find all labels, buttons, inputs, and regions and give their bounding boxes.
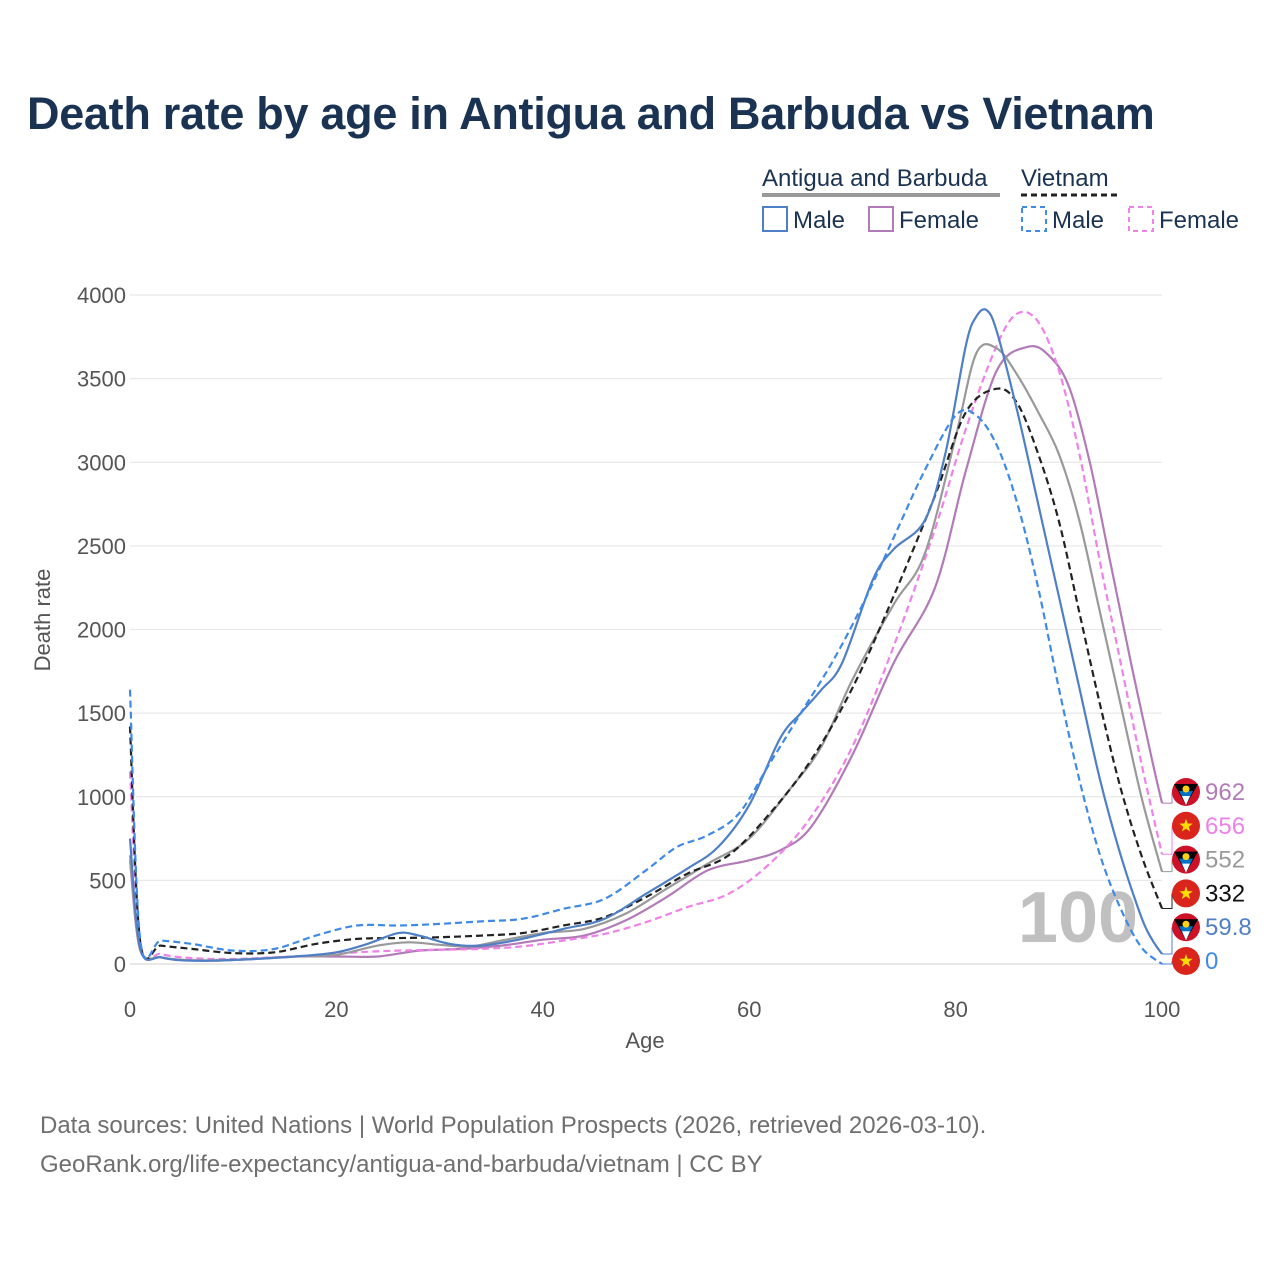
end-label-connector	[1162, 927, 1173, 955]
series-end-labels: 962 656 552 332 59.8 0	[1162, 778, 1252, 975]
x-tick-label: 60	[737, 997, 761, 1022]
end-label-vietnam-male: 0	[1205, 948, 1218, 975]
vietnam-flag-icon	[1172, 811, 1200, 840]
year-watermark: 100	[1018, 878, 1138, 958]
footer-link[interactable]: GeoRank.org/life-expectancy/antigua-and-…	[40, 1151, 763, 1178]
end-label-antigua-and-barbuda-total: 552	[1205, 847, 1245, 874]
legend-label-vietnam-female[interactable]: Female	[1159, 207, 1239, 234]
y-tick-label: 500	[89, 868, 126, 893]
legend-country-vietnam[interactable]: Vietnam	[1021, 165, 1109, 192]
y-tick-label: 4000	[77, 283, 126, 308]
legend-swatch-vietnam-female[interactable]	[1128, 206, 1154, 232]
end-label-vietnam-female: 656	[1205, 813, 1245, 840]
end-label-connector	[1162, 792, 1173, 804]
y-tick-label: 2000	[77, 618, 126, 643]
legend-label-antigua-female[interactable]: Female	[899, 207, 979, 234]
x-tick-label: 20	[324, 997, 348, 1022]
grid-lines	[130, 294, 1162, 965]
end-label-vietnam-total: 332	[1205, 880, 1245, 907]
end-label-antigua-and-barbuda-male: 59.8	[1205, 914, 1252, 941]
footer-sources: Data sources: United Nations | World Pop…	[40, 1112, 987, 1139]
end-label-connector	[1162, 825, 1173, 855]
y-axis-label: Death rate	[30, 569, 55, 672]
y-tick-label: 1000	[77, 785, 126, 810]
series-line-vietnam-male[interactable]	[128, 408, 1163, 965]
vietnam-flag-icon	[1172, 947, 1200, 975]
x-tick-label: 0	[124, 997, 136, 1022]
end-label-connector	[1162, 961, 1173, 965]
y-tick-label: 2500	[77, 534, 126, 559]
legend[interactable]: Antigua and Barbuda Vietnam Male Female …	[762, 165, 1239, 234]
series-line-antigua-and-barbuda-female[interactable]	[128, 345, 1164, 962]
y-axis-ticks: 0 500 1000 1500 2000 2500 3000 3500 4000	[77, 283, 126, 977]
antigua-and-barbuda-flag-icon	[1172, 913, 1200, 942]
series-line-vietnam-total[interactable]	[128, 387, 1164, 961]
series-line-vietnam-female[interactable]	[128, 310, 1164, 961]
x-tick-label: 80	[943, 997, 967, 1022]
legend-swatch-antigua-female[interactable]	[868, 206, 894, 232]
vietnam-flag-icon	[1172, 879, 1200, 908]
x-axis-label: Age	[625, 1028, 664, 1053]
legend-country-antigua[interactable]: Antigua and Barbuda	[762, 165, 988, 192]
x-tick-label: 40	[531, 997, 555, 1022]
x-tick-label: 100	[1144, 997, 1181, 1022]
legend-label-vietnam-male[interactable]: Male	[1052, 207, 1104, 234]
series-line-antigua-and-barbuda-total[interactable]	[128, 343, 1164, 962]
series-line-antigua-and-barbuda-male[interactable]	[128, 308, 1163, 962]
y-tick-label: 0	[114, 952, 126, 977]
end-label-connector	[1162, 859, 1173, 873]
end-label-connector	[1162, 893, 1173, 909]
chart-title: Death rate by age in Antigua and Barbuda…	[27, 88, 1155, 139]
y-tick-label: 3500	[77, 367, 126, 392]
legend-swatch-antigua-male[interactable]	[762, 206, 788, 232]
x-axis-ticks: 0 20 40 60 80 100	[124, 997, 1180, 1022]
y-tick-label: 1500	[77, 701, 126, 726]
legend-swatch-vietnam-male[interactable]	[1021, 206, 1047, 232]
footer: Data sources: United Nations | World Pop…	[40, 1106, 986, 1184]
antigua-and-barbuda-flag-icon	[1172, 845, 1200, 874]
antigua-and-barbuda-flag-icon	[1172, 778, 1200, 806]
end-label-antigua-and-barbuda-female: 962	[1205, 779, 1245, 806]
series-lines	[128, 308, 1164, 965]
legend-label-antigua-male[interactable]: Male	[793, 207, 845, 234]
y-tick-label: 3000	[77, 450, 126, 475]
